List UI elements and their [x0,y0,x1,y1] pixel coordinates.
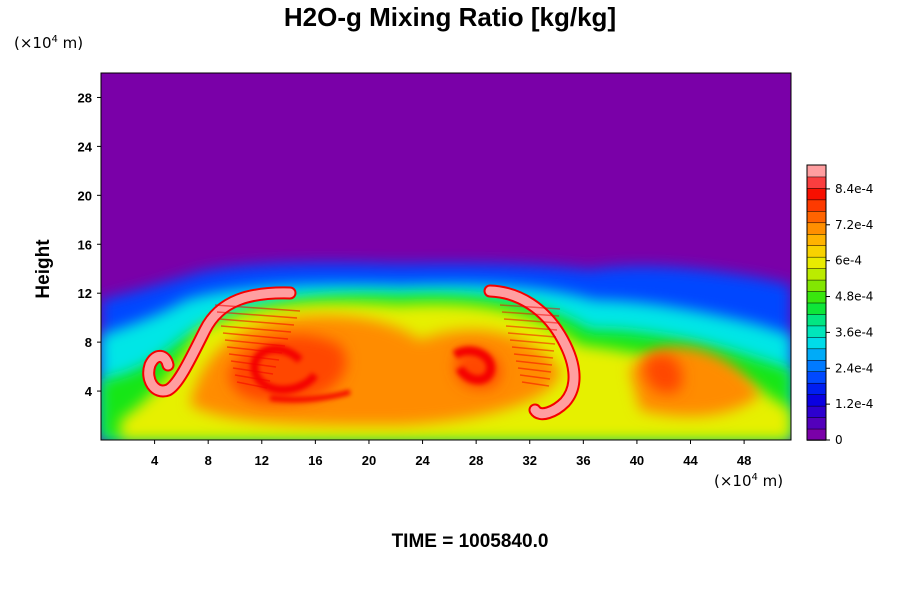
ripple-stripe [232,367,274,375]
ripple-stripe [230,360,277,368]
y-tick-label: 24 [78,139,93,154]
x-tick-label: 12 [255,453,269,468]
x-tick-label: 8 [205,453,212,468]
colorbar-swatch [806,256,827,269]
ripple-stripe [224,339,286,347]
y-axis-ticks: 4 8 12 16 20 24 28 [78,90,101,399]
colorbar-label: 0 [835,433,843,447]
colorbar-swatch [806,359,827,372]
colorbar-swatch [806,382,827,395]
y-unit-prefix: (×10 [14,34,52,52]
colorbar-swatch [806,187,827,201]
colorbar-swatch [806,405,827,418]
y-tick-label: 8 [85,335,92,350]
x-unit-prefix: (×10 [714,472,752,490]
x-axis-unit: (×104 m) [714,472,783,490]
colorbar-swatch [806,222,827,235]
colorbar-swatch [806,267,827,281]
x-tick-label: 32 [523,453,537,468]
colorbar-label: 4.8e-4 [835,290,873,304]
x-tick-label: 28 [469,453,483,468]
x-unit-suffix: m) [757,472,784,490]
ripple-stripe [517,367,552,373]
ripple-stripe [521,381,550,387]
colorbar-label: 1.2e-4 [835,397,873,411]
colorbar-swatch [806,199,827,212]
y-tick-label: 28 [78,90,92,105]
ripple-stripe [222,332,289,340]
ripple-stripe [499,304,561,310]
colorbar-swatch [806,428,827,441]
y-tick-label: 16 [78,237,92,252]
ripple-stripe [507,332,557,338]
colorbar-label: 2.4e-4 [835,361,873,375]
colorbar-label: 8.4e-4 [835,182,873,196]
ripple-stripes [214,304,561,389]
ripple-stripe [218,318,295,326]
ripple-stripe [515,360,553,366]
colorbar-swatch [806,290,827,304]
colorbar-swatch [806,325,827,338]
ripple-stripe [226,346,283,354]
chart-title: H2O-g Mixing Ratio [kg/kg] [283,2,617,32]
moist-layer-redorange [229,334,683,403]
x-tick-label: 36 [576,453,590,468]
colorbar-label: 7.2e-4 [835,218,873,232]
y-tick-label: 12 [78,286,92,301]
ripple-stripe [220,325,292,333]
colorbar-swatch [806,210,827,224]
x-tick-label: 20 [362,453,376,468]
x-tick-label: 4 [151,453,159,468]
ripple-stripe [228,353,280,361]
ripple-stripe [513,353,554,359]
ripple-stripe [216,311,298,319]
time-label: TIME = 1005840.0 [391,531,549,552]
colorbar-swatch [806,416,827,430]
colorbar: 0 1.2e-4 2.4e-4 3.6e-4 4.8e-4 6e-4 7.2e-4 8.4e-… [806,164,873,447]
x-unit-exponent: 4 [751,472,758,483]
colorbar-swatch [806,244,827,258]
x-tick-label: 16 [308,453,322,468]
colorbar-swatch [806,371,827,384]
ripple-stripe [519,374,551,380]
x-tick-label: 48 [737,453,751,468]
ripple-stripe [236,381,268,389]
y-tick-label: 20 [78,188,92,203]
colorbar-label: 3.6e-4 [835,325,873,339]
axes [100,72,792,441]
ripple-stripe [214,304,301,312]
colorbar-swatch [806,348,827,361]
colorbar-swatch [806,336,827,350]
colorbar-swatch [806,176,827,189]
ripple-stripe [509,339,556,345]
y-tick-label: 4 [85,384,93,399]
colorbar-swatch [806,279,827,292]
x-tick-label: 40 [630,453,644,468]
colorbar-swatch [806,164,827,178]
moisture-field [101,262,791,440]
y-axis-unit: (×104 m) [14,34,83,52]
colorbar-swatch [806,393,827,407]
cloud-edge-arcs [142,284,581,421]
colorbar-swatch [806,233,827,246]
y-unit-suffix: m) [57,34,84,52]
y-unit-exponent: 4 [51,34,58,45]
x-axis-ticks: 4 8 12 16 20 24 28 32 36 40 44 48 [151,440,751,468]
colorbar-swatch [806,302,827,315]
ripple-stripe [234,374,271,382]
ripple-stripe [501,311,560,317]
x-tick-label: 44 [683,453,698,468]
colorbar-swatch [806,313,827,327]
ripple-stripe [505,325,558,331]
colorbar-frame [806,164,827,441]
plot-frame [100,72,792,441]
ripple-stripe [503,318,559,324]
x-tick-label: 24 [415,453,430,468]
colorbar-label: 6e-4 [835,254,862,268]
ripple-stripe [511,346,555,352]
